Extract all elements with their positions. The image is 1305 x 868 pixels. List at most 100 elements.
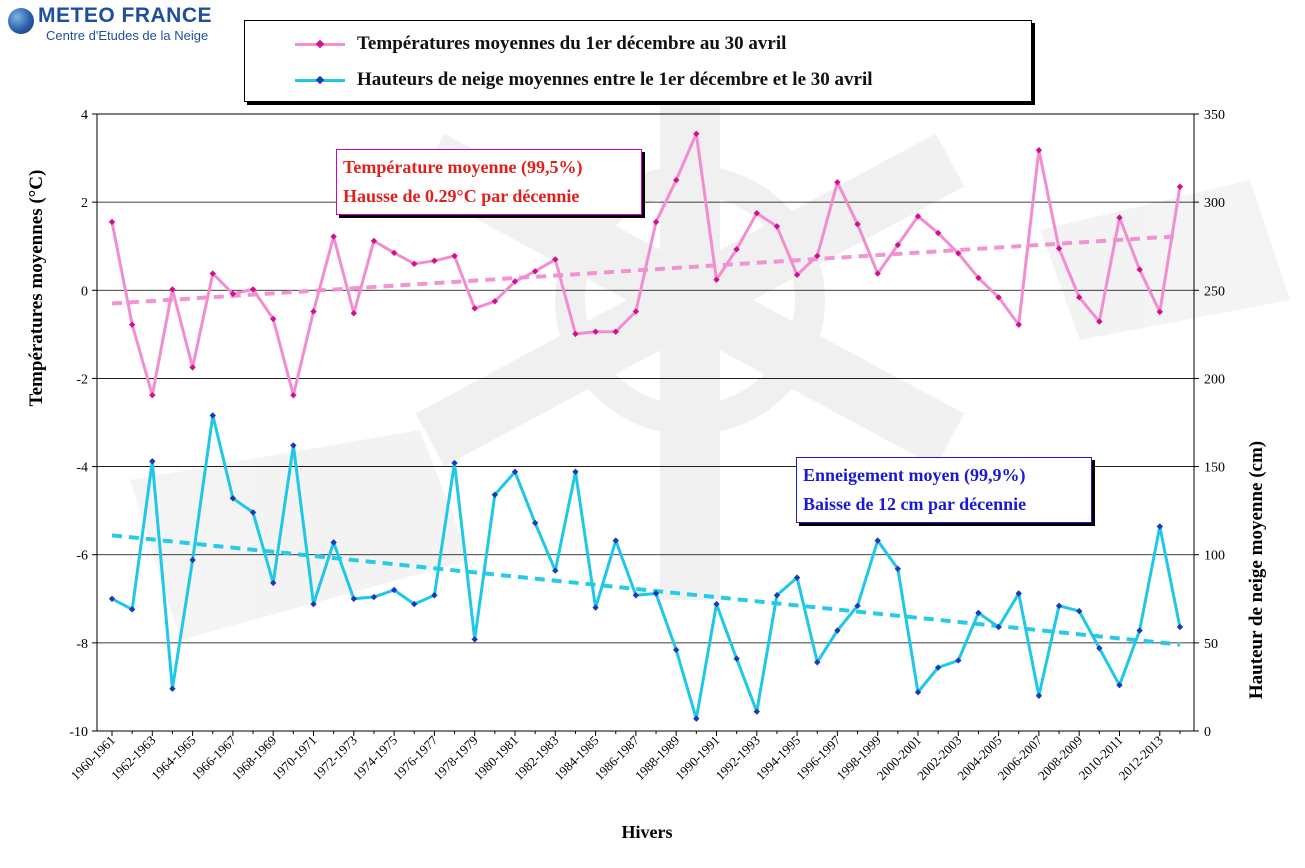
- data-point-snow: [934, 664, 942, 671]
- data-point-temperature: [773, 223, 781, 230]
- data-point-snow: [552, 567, 559, 574]
- y-right-tick-label: 150: [1204, 461, 1225, 476]
- legend-marker-snow: [315, 75, 325, 85]
- data-point-temperature: [1055, 245, 1063, 252]
- data-point-temperature: [934, 229, 942, 237]
- data-point-temperature: [411, 260, 418, 268]
- y-right-tick-label: 0: [1204, 725, 1211, 740]
- data-point-snow: [471, 636, 478, 643]
- data-point-snow: [673, 646, 680, 654]
- data-point-temperature: [874, 270, 881, 277]
- data-point-temperature: [531, 268, 539, 275]
- data-point-temperature: [975, 274, 982, 282]
- data-point-temperature: [431, 257, 438, 264]
- legend-item-temperature: Températures moyennes du 1er décembre au…: [245, 29, 1031, 59]
- data-point-snow: [350, 595, 357, 602]
- data-point-temperature: [149, 391, 156, 399]
- data-point-temperature: [1035, 146, 1043, 154]
- data-point-snow: [1136, 627, 1143, 634]
- data-point-temperature: [652, 218, 660, 226]
- data-point-snow: [632, 592, 640, 599]
- y-right-tick-label: 250: [1204, 284, 1225, 299]
- data-point-temperature: [592, 328, 599, 335]
- data-point-snow: [108, 595, 116, 602]
- snow-annotation-line1: Enneigement moyen (99,9%): [803, 465, 1026, 485]
- y-left-tick-label: 4: [81, 108, 88, 123]
- data-point-snow: [270, 579, 277, 587]
- y-axis-right-title: Hauteur de neige moyenne (cm): [1246, 441, 1267, 699]
- data-point-snow: [370, 593, 378, 601]
- data-point-snow: [411, 600, 418, 608]
- data-point-snow: [773, 592, 781, 599]
- data-point-snow: [733, 655, 740, 662]
- data-point-snow: [1116, 681, 1123, 689]
- data-point-snow: [390, 586, 398, 594]
- series-markers: [108, 130, 1184, 722]
- plot-border: [96, 113, 1195, 732]
- data-point-snow: [652, 590, 660, 597]
- series-lines: [110, 132, 1182, 721]
- meteo-france-logo: METEO FRANCE Centre d'Etudes de la Neige: [8, 4, 240, 44]
- data-point-temperature: [491, 298, 499, 305]
- data-point-temperature: [632, 308, 640, 315]
- logo-subtitle: Centre d'Etudes de la Neige: [46, 28, 209, 43]
- series-line-snow: [111, 413, 1182, 721]
- y-left-tick-label: -2: [76, 372, 88, 387]
- data-point-temperature: [1015, 321, 1022, 328]
- data-point-snow: [1096, 644, 1103, 652]
- data-point-temperature: [1116, 214, 1123, 221]
- legend-label-temperature: Températures moyennes du 1er décembre au…: [357, 33, 787, 54]
- data-point-snow: [451, 459, 458, 467]
- data-point-temperature: [612, 328, 619, 335]
- y-left-tick-label: -10: [69, 725, 88, 740]
- data-point-temperature: [1156, 308, 1163, 316]
- data-point-temperature: [713, 276, 720, 283]
- data-point-temperature: [249, 286, 257, 293]
- data-point-temperature: [310, 308, 317, 315]
- data-point-snow: [955, 657, 962, 664]
- data-point-temperature: [1076, 294, 1083, 301]
- legend-label-snow: Hauteurs de neige moyennes entre le 1er …: [357, 69, 873, 90]
- data-point-temperature: [390, 249, 398, 257]
- data-point-temperature: [370, 237, 378, 245]
- data-point-snow: [531, 519, 539, 527]
- data-point-snow: [149, 458, 156, 465]
- globe-icon: [8, 8, 34, 34]
- data-point-temperature: [552, 256, 559, 263]
- data-point-temperature: [290, 391, 297, 399]
- data-point-temperature: [693, 130, 700, 138]
- data-point-temperature: [894, 241, 902, 249]
- data-point-temperature: [209, 270, 216, 277]
- data-point-snow: [491, 491, 499, 498]
- logo-title: METEO FRANCE: [38, 4, 212, 27]
- data-point-snow: [128, 606, 136, 613]
- data-point-snow: [189, 556, 196, 564]
- data-point-snow: [592, 604, 599, 611]
- data-point-snow: [612, 537, 619, 544]
- data-point-temperature: [451, 252, 458, 260]
- data-point-snow: [1076, 607, 1083, 615]
- plot-area: [96, 113, 1195, 732]
- data-point-snow: [793, 574, 801, 581]
- y-axis-left-title: Températures moyennes (°C): [26, 170, 47, 407]
- y-left-tick-label: -4: [76, 461, 88, 476]
- x-axis-title: Hivers: [622, 822, 673, 842]
- gridlines: [97, 201, 1194, 644]
- y-left-tick-label: 2: [81, 196, 88, 211]
- series-line-temperature: [110, 132, 1182, 397]
- temperature-annotation-line2: Hausse de 0.29°C par décennie: [343, 186, 580, 206]
- data-point-snow: [693, 715, 700, 722]
- data-point-temperature: [169, 286, 176, 293]
- legend: Températures moyennes du 1er décembre au…: [244, 20, 1032, 102]
- trend-line-snow: [111, 533, 1181, 647]
- data-point-snow: [1035, 692, 1043, 699]
- data-point-snow: [249, 509, 257, 516]
- data-point-temperature: [270, 315, 277, 323]
- data-point-snow: [753, 708, 760, 715]
- y-left-tick-label: -6: [76, 549, 88, 564]
- data-point-snow: [1176, 623, 1184, 631]
- data-point-temperature: [350, 310, 357, 317]
- data-point-snow: [1015, 590, 1022, 597]
- data-point-temperature: [229, 290, 237, 298]
- data-point-snow: [431, 592, 438, 599]
